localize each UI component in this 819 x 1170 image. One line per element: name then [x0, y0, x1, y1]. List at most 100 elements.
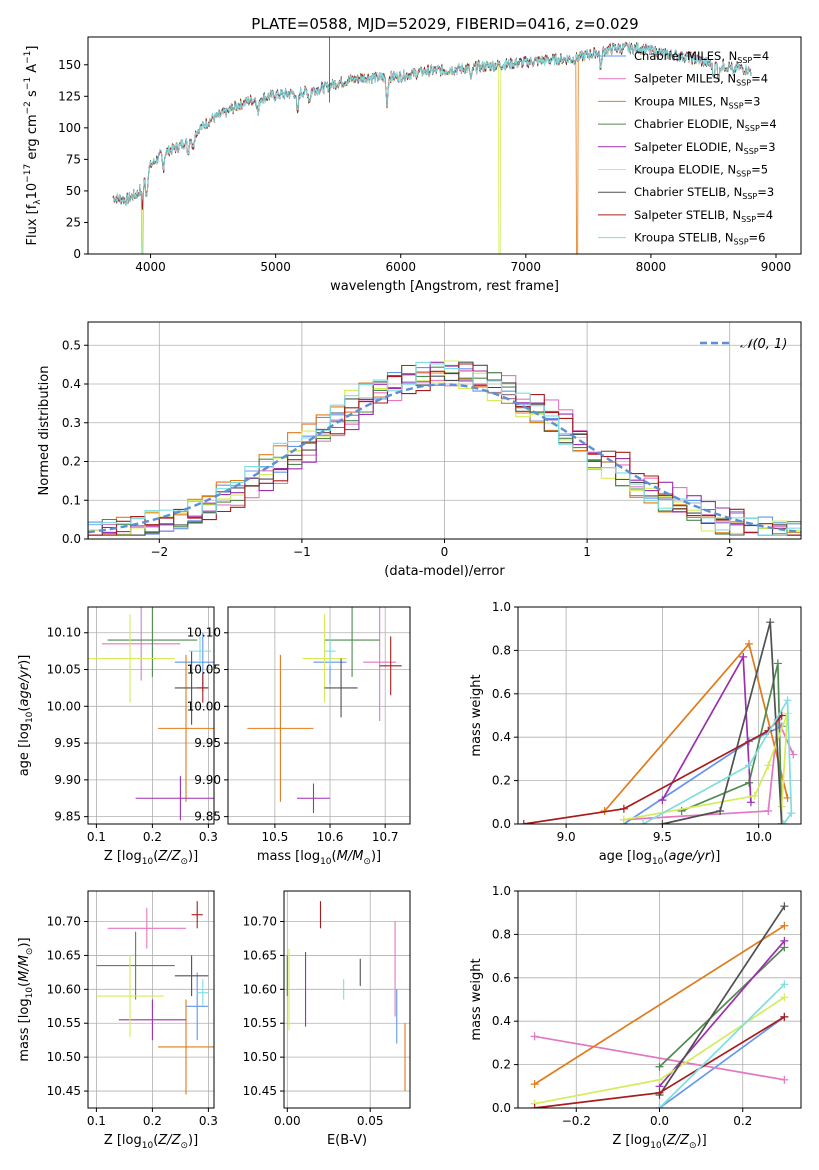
y-axis-label-part: −1 [23, 77, 33, 90]
grid [88, 607, 214, 824]
y-axis-label-part: −1 [23, 51, 33, 64]
weight-line-chabrier-elodie [681, 663, 783, 824]
x-axis-label-part: )] [710, 849, 720, 864]
y-axis-label-part: ⊙ [25, 948, 35, 956]
errorbar-chabrier-stelib [324, 658, 358, 718]
axes-frame [227, 606, 411, 825]
legend-label-suffix: =3 [757, 185, 774, 199]
weight-marker [764, 761, 773, 770]
tick-label-y: 9.90 [54, 773, 81, 787]
legend-label: Kroupa STELIB, NSSP=6 [634, 231, 765, 247]
errorbar-kroupa-miles [247, 654, 314, 802]
weight-marker [655, 1075, 664, 1084]
plot-area [519, 618, 798, 824]
tick-label-y: 0.2 [492, 1058, 511, 1072]
x-axis-label-part: E(B-V) [327, 1133, 367, 1148]
tick-label-y: 10.70 [243, 915, 277, 929]
tick-label-x: 9000 [761, 260, 792, 274]
tick-label-x: 0.1 [87, 830, 106, 844]
plot-area [96, 901, 214, 1095]
tick-label-y: 10.00 [47, 699, 81, 713]
x-axis-label-part: )] [188, 1133, 198, 1148]
axes-age_vs_Z: 0.1 0.2 0.3 9.85 9.90 9.95 10.00 10.05 10.10 Z [l… [17, 606, 218, 867]
y-axis-label-part: mass weight [469, 958, 484, 1040]
tick-label-y: 0.0 [492, 1101, 511, 1115]
tick-label-x: 10.7 [372, 830, 399, 844]
spectrum-line-kroupa-stelib [112, 41, 752, 254]
x-axis-label-part: ( [153, 849, 158, 864]
legend-label: Kroupa MILES, NSSP=3 [634, 94, 760, 110]
tick-label-x: 9.0 [557, 830, 576, 844]
errorbar-chabrier-elodie [107, 607, 198, 677]
tick-label-x: 0.3 [199, 830, 218, 844]
errorbar-kroupa-miles [158, 999, 214, 1095]
tick-label-x: 0.3 [199, 1114, 218, 1128]
errorbar-salpeter-miles [102, 607, 181, 681]
axes-age_vs_mass: 10.5 10.6 10.7 9.85 9.90 9.95 10.00 10.05 10.10 m… [187, 606, 411, 867]
y-axis-label: Flux [fλ10−17 erg cm−2 s−1 A−1] [23, 46, 43, 246]
tick-label-y: 9.90 [194, 773, 221, 787]
errorbar-salpeter-elodie [135, 776, 214, 821]
tick-label-x: 0.2 [143, 1114, 162, 1128]
x-axis-label-part: Z [log [612, 1133, 650, 1148]
tick-label-y: 10.50 [243, 1050, 277, 1064]
y-axis-label-part: M/M [17, 955, 32, 982]
tick-label-y: 10.55 [47, 1016, 81, 1030]
weight-marker [530, 1080, 539, 1089]
weight-marker [658, 796, 667, 805]
legend-label-main: Salpeter STELIB, N [634, 208, 741, 222]
legend-label-main: Chabrier STELIB, N [634, 185, 742, 199]
plot-area [112, 37, 752, 254]
tick-label-x: 8000 [636, 260, 667, 274]
tick-label-x: 5000 [260, 260, 291, 274]
legend-label: Salpeter STELIB, NSSP=4 [634, 208, 773, 224]
tick-label-y: 10.05 [187, 663, 221, 677]
x-axis-label-part: ( [153, 1133, 158, 1148]
weight-line-chabrier-miles [658, 1016, 785, 1108]
axes-frame [283, 890, 411, 1109]
tick-label-y: 0.2 [62, 455, 81, 469]
errorbar-kroupa-stelib [188, 636, 212, 666]
weight-marker [777, 802, 786, 811]
weight-marker [655, 1104, 664, 1108]
weight-marker [619, 804, 628, 813]
plot-area [286, 901, 406, 1092]
y-axis-label-part: 10 [25, 711, 35, 723]
x-axis-label: wavelength [Angstrom, rest frame] [330, 279, 559, 294]
plot-area [88, 607, 214, 821]
legend-label: Chabrier ELODIE, NSSP=4 [634, 117, 777, 133]
errorbar-chabrier-stelib [174, 955, 209, 997]
tick-label-x: 0.00 [274, 1114, 301, 1128]
tick-label-y: 9.95 [194, 736, 221, 750]
tick-label-y: 100 [58, 121, 81, 135]
tick-label-y: 0.6 [492, 687, 511, 701]
weight-marker [780, 936, 789, 945]
tick-label-x: 10.5 [262, 830, 289, 844]
tick-label-x: 10.6 [317, 830, 344, 844]
legend-label: Chabrier MILES, NSSP=4 [634, 49, 769, 65]
tick-label-y: 10.45 [47, 1084, 81, 1098]
axes-frame [87, 890, 215, 1109]
weight-marker [746, 798, 755, 807]
legend-label-suffix: =4 [751, 72, 768, 86]
weight-marker [777, 820, 786, 824]
figure-title: PLATE=0588, MJD=52029, FIBERID=0416, z=0… [251, 15, 638, 33]
axes-frame [517, 890, 802, 1109]
y-axis-label-part: −17 [23, 164, 33, 183]
ticks: −2 −1 0 1 2 0.0 0.1 0.2 0.3 0.4 0.5 [62, 338, 734, 559]
axes-frame [87, 606, 215, 825]
x-axis-label-part: mass [log [257, 849, 320, 864]
x-axis-label: Z [log10(Z/Z⊙)] [104, 849, 198, 867]
ticks: 10.5 10.6 10.7 9.85 9.90 9.95 10.00 10.05 10.10 [187, 626, 399, 844]
tick-label-x: 1 [583, 545, 591, 559]
x-axis-label-part: 10 [142, 857, 154, 867]
legend-label: Salpeter ELODIE, NSSP=3 [634, 140, 776, 156]
weight-marker [787, 809, 796, 818]
legend-label-sub: SSP [745, 124, 760, 133]
weight-marker [779, 820, 788, 824]
weight-marker [780, 921, 789, 930]
errorbar-salpeter-elodie [118, 999, 186, 1041]
tick-label-x: 6000 [385, 260, 416, 274]
errorbar-chabrier-miles [186, 972, 209, 1041]
